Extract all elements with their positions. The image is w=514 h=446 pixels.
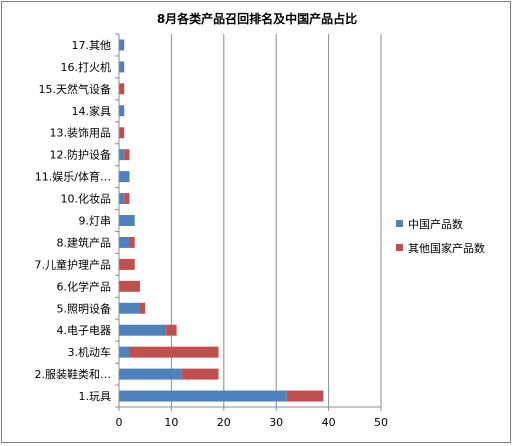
y-tick-label-15: 15.天然气设备 bbox=[39, 82, 112, 96]
bar-other-15 bbox=[119, 83, 125, 95]
bar-other-13 bbox=[119, 127, 125, 139]
bar-other-5 bbox=[139, 302, 146, 314]
x-tick-label-20: 20 bbox=[217, 416, 231, 429]
x-tick-label-0: 0 bbox=[116, 416, 123, 429]
bar-china-9 bbox=[119, 215, 135, 226]
legend-label-china: 中国产品数 bbox=[408, 217, 463, 231]
axes-group: 0 10 20 30 40 50 1.玩具 2.服装鞋类和… 3.机动车 4.电子电器 5.照明设备… bbox=[35, 33, 388, 429]
bar-china-11 bbox=[119, 171, 130, 183]
y-tick-label-2: 2.服装鞋类和… bbox=[35, 367, 112, 381]
y-tick-label-5: 5.照明设备 bbox=[57, 301, 112, 315]
y-tick-label-4: 4.电子电器 bbox=[57, 324, 112, 337]
y-tick-label-17: 17.其他 bbox=[72, 39, 112, 52]
y-tick-label-10: 10.化妆品 bbox=[61, 192, 112, 206]
y-tick-label-16: 16.打火机 bbox=[61, 60, 112, 74]
bar-china-14 bbox=[119, 105, 125, 117]
y-tick-label-7: 7.儿童护理产品 bbox=[35, 257, 112, 271]
bar-china-2 bbox=[119, 368, 182, 380]
x-tick-label-30: 30 bbox=[269, 416, 283, 429]
bar-other-8 bbox=[129, 236, 135, 248]
bar-china-16 bbox=[119, 61, 125, 73]
y-tick-label-12: 12.防护设备 bbox=[50, 148, 112, 162]
y-tick-label-3: 3.机动车 bbox=[68, 345, 112, 359]
legend-swatch-other bbox=[396, 244, 403, 251]
bar-china-3 bbox=[119, 346, 130, 358]
bar-other-12 bbox=[124, 149, 130, 161]
bar-china-12 bbox=[119, 149, 125, 161]
bar-other-4 bbox=[166, 324, 177, 336]
y-tick-label-13: 13.装饰用品 bbox=[50, 126, 112, 140]
y-tick-label-6: 6.化学产品 bbox=[57, 279, 112, 293]
bar-other-10 bbox=[124, 193, 130, 205]
bar-china-5 bbox=[119, 302, 140, 314]
bars-group bbox=[119, 39, 324, 402]
legend-label-other: 其他国家产品数 bbox=[408, 241, 485, 255]
x-tick-label-10: 10 bbox=[164, 416, 178, 429]
y-tick-label-11: 11.娱乐/体育… bbox=[35, 170, 111, 184]
bar-china-8 bbox=[119, 236, 130, 248]
bar-china-4 bbox=[119, 324, 167, 336]
grid-lines bbox=[170, 34, 382, 407]
bar-other-3 bbox=[129, 346, 219, 358]
bar-other-7 bbox=[119, 258, 135, 270]
y-tick-label-9: 9.灯串 bbox=[79, 215, 112, 228]
bar-other-6 bbox=[119, 280, 140, 292]
bar-china-1 bbox=[119, 390, 287, 402]
x-tick-label-40: 40 bbox=[322, 416, 336, 429]
y-tick-label-14: 14.家具 bbox=[72, 104, 112, 118]
bar-other-1 bbox=[286, 390, 324, 402]
y-tick-label-1: 1.玩具 bbox=[79, 390, 112, 403]
x-tick-label-50: 50 bbox=[374, 416, 388, 429]
y-tick-label-8: 8.建筑产品 bbox=[57, 235, 112, 249]
chart-title: 8月各类产品召回排名及中国产品占比 bbox=[157, 11, 357, 26]
bar-other-2 bbox=[181, 368, 219, 380]
legend-swatch-china bbox=[396, 220, 403, 227]
bar-china-10 bbox=[119, 193, 125, 205]
bar-china-17 bbox=[119, 39, 125, 51]
